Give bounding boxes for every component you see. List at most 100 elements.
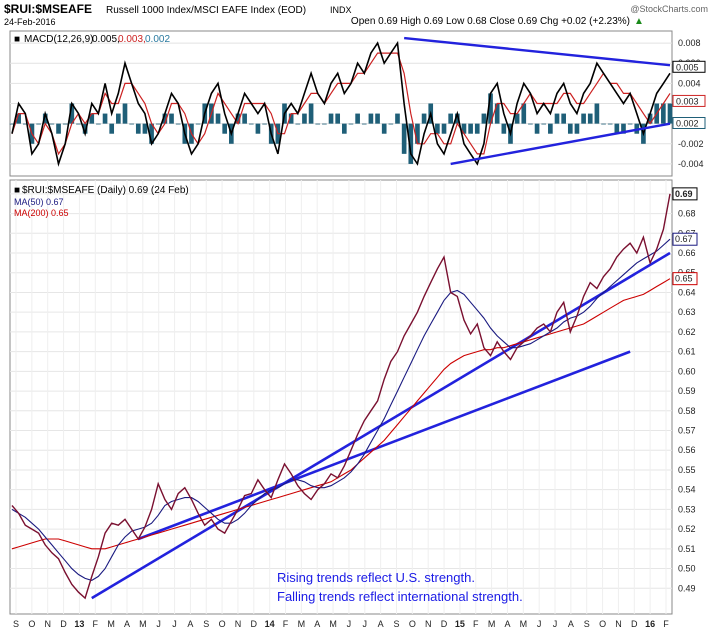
macd-last-value-box [672,94,706,107]
macd-histogram-bar [614,123,620,134]
x-tick-label: A [378,619,384,629]
macd-histogram-bar [375,113,380,124]
price-y-tick-label: 0.63 [678,307,696,317]
price-last-value-box [672,187,698,201]
price-y-tick-label: 0.55 [678,465,696,475]
price-line [11,193,671,600]
macd-y-tick-label: -0.002 [678,139,704,149]
macd-histogram-bar [348,123,354,125]
macd-histogram-bar [474,123,480,134]
x-tick-label: S [13,619,19,629]
macd-histogram-bar [341,123,347,134]
macd-histogram-bar [16,113,21,124]
macd-histogram-bar [574,123,580,134]
price-last-value-label: 0.67 [675,234,693,244]
x-tick-label: S [584,619,590,629]
macd-legend-v2: 0.003, [118,34,146,45]
price-last-value-label: 0.65 [675,274,693,284]
macd-trendline [404,36,671,67]
price-y-tick-label: 0.64 [678,287,696,297]
macd-histogram-bar [587,113,593,124]
price-legend-main: $RUI:$MSEAFE (Daily) 0.69 (24 Feb) [22,185,189,196]
macd-histogram-bar [262,123,267,125]
x-tick-label: F [283,619,289,629]
price-trendline [137,350,631,541]
macd-histogram-bar [368,113,374,124]
macd-histogram-bar [561,113,566,124]
macd-histogram-bar [435,123,440,134]
x-tick-label: 16 [645,619,655,629]
macd-last-value-label: 0.002 [676,119,699,129]
macd-histogram-bar [308,103,314,124]
price-y-tick-label: 0.58 [678,406,696,416]
price-y-tick-label: 0.61 [678,347,696,357]
macd-histogram-bar [235,113,241,124]
x-tick-label: 15 [455,619,465,629]
macd-histogram-bar [56,123,61,134]
macd-histogram-bar [102,113,108,124]
ma200-legend: MA(200) 0.65 [14,208,69,218]
price-last-value-labels: 0.69 0.67 0.65 [672,187,698,286]
x-tick-label: J [172,619,177,629]
ma50-line [11,238,671,581]
macd-last-value-box [672,117,706,129]
price-y-tick-label: 0.53 [678,504,696,514]
annotation-rising: Rising trends reflect U.S. strength. [277,570,475,585]
macd-histogram-bar [302,113,307,124]
price-y-tick-label: 0.66 [678,248,696,258]
x-tick-label: M [139,619,147,629]
price-y-tick-label: 0.57 [678,426,696,436]
macd-histogram-bar [175,123,181,125]
x-tick-label: S [393,619,399,629]
macd-histogram-bar [315,123,321,125]
macd-histogram-bar [355,113,360,124]
macd-histogram-bar [76,123,81,125]
chart-symbol: $RUI:$MSEAFE [4,2,92,16]
macd-histogram-bar [408,123,414,164]
macd-histogram-bar [328,113,334,124]
x-tick-label: J [363,619,368,629]
macd-legend-v3: 0.002 [145,34,170,45]
price-lines [11,193,671,600]
macd-histogram-bar [441,123,447,134]
x-tick-label: 13 [74,619,84,629]
macd-histogram-bar [554,113,560,124]
macd-histogram-bar [195,123,201,125]
macd-histogram-bar [528,123,533,125]
macd-histogram-bar [116,113,121,124]
macd-legend-label: MACD(12,26,9) [24,34,93,45]
macd-histogram-bar [621,123,626,134]
price-y-tick-label: 0.51 [678,544,696,554]
x-tick-label: A [504,619,510,629]
macd-y-tick-label: 0.004 [678,78,701,88]
macd-trendlines [404,36,671,166]
macd-histogram-bar [494,103,500,124]
macd-histogram-bar [222,123,228,134]
price-y-axis: 0.69 0.68 0.67 0.66 0.65 0.64 0.63 0.62 0.61 0.60… [678,189,696,593]
quote-line: Open 0.69 High 0.69 Low 0.68 Close 0.69 … [351,16,630,27]
macd-legend-v1: 0.005, [92,34,120,45]
x-tick-label: M [298,619,306,629]
macd-histogram-bar [548,123,553,134]
x-tick-label: D [60,619,67,629]
x-tick-label: N [425,619,432,629]
macd-histogram-bar [22,123,28,125]
macd-histogram-bar [82,123,88,134]
macd-histogram-bar [395,113,400,124]
macd-histogram-bar [534,123,540,134]
ma50-legend: MA(50) 0.67 [14,197,64,207]
x-tick-label: J [537,619,542,629]
price-y-tick-label: 0.68 [678,209,696,219]
macd-histogram-bar [255,123,261,134]
x-tick-label: D [251,619,258,629]
macd-histogram-bar [155,123,161,125]
macd-histogram-bar [461,123,467,134]
macd-histogram-bar [149,123,154,144]
macd-last-value-box [672,60,706,73]
x-tick-label: O [599,619,606,629]
x-tick-label: J [553,619,558,629]
macd-histogram-bar [601,123,606,125]
macd-histogram-bar [454,113,460,124]
macd-histogram-bar [541,123,547,125]
macd-histogram-bar [415,123,420,144]
